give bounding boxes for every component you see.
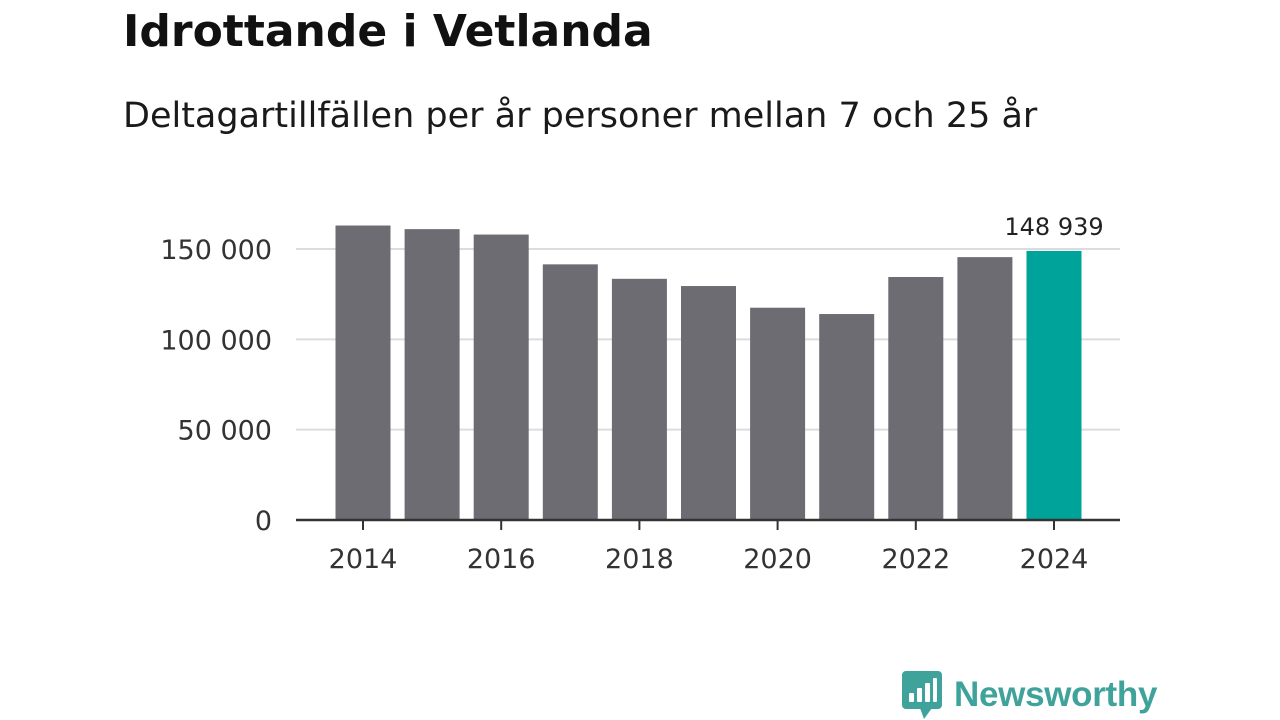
bar-2020 <box>750 307 806 520</box>
chart-subtitle: Deltagartillfällen per år personer mella… <box>123 96 1038 136</box>
bar-2022 <box>888 277 944 520</box>
bar-2016 <box>473 234 529 520</box>
bar-2015 <box>404 229 460 521</box>
y-tick-label: 150 000 <box>160 235 272 266</box>
y-tick-label: 0 <box>255 506 272 537</box>
x-tick-label-2024: 2024 <box>1020 544 1089 575</box>
x-tick-label-2020: 2020 <box>743 544 812 575</box>
bar-2018 <box>611 278 667 520</box>
bar-2023 <box>957 257 1013 520</box>
brand-name: Newsworthy <box>954 675 1158 714</box>
bar-2021 <box>819 314 875 520</box>
chart-title: Idrottande i Vetlanda <box>123 6 653 57</box>
x-tick-label-2016: 2016 <box>467 544 536 575</box>
bar-2019 <box>681 286 736 520</box>
bar-2024 <box>1026 250 1082 520</box>
bar-2014 <box>335 225 391 520</box>
bar-chart-speech-icon <box>902 671 942 719</box>
data-label-2024: 148 939 <box>1004 213 1103 241</box>
y-tick-label: 100 000 <box>160 325 272 356</box>
x-tick-label-2014: 2014 <box>329 544 398 575</box>
newsworthy-logo[interactable]: Newsworthy <box>902 670 1157 720</box>
x-tick-label-2022: 2022 <box>881 544 950 575</box>
bar-2017 <box>542 264 598 520</box>
x-tick-label-2018: 2018 <box>605 544 674 575</box>
y-tick-label: 50 000 <box>178 416 272 447</box>
